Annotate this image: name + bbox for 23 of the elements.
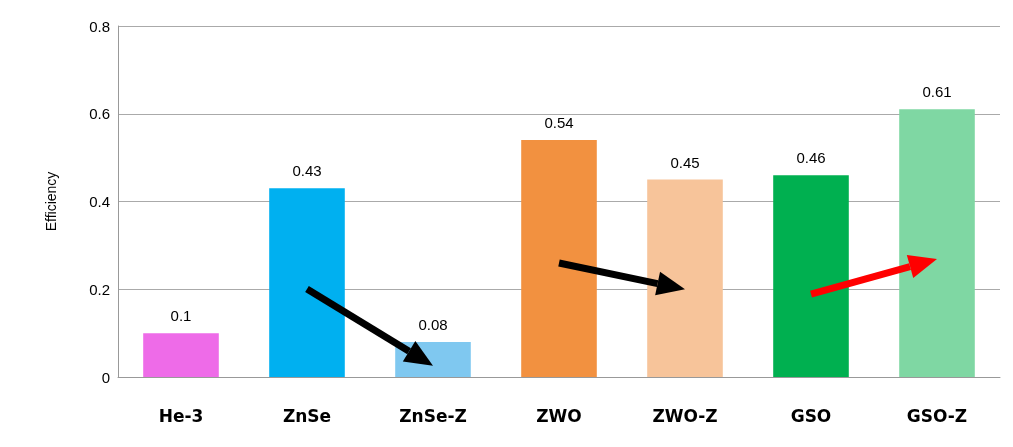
y-tick-label: 0 <box>101 368 110 386</box>
data-label: 0.54 <box>544 114 574 132</box>
data-label: 0.45 <box>670 153 700 171</box>
bar <box>647 179 723 377</box>
data-label: 0.43 <box>292 162 322 180</box>
x-tick-label: ZnSe-Z <box>399 405 467 426</box>
x-tick-label: ZWO-Z <box>652 405 718 426</box>
data-label: 0.46 <box>796 149 826 167</box>
y-tick-label: 0.2 <box>89 280 110 298</box>
x-tick-label: ZWO <box>536 405 582 426</box>
bar <box>143 333 219 377</box>
x-tick-label: GSO <box>790 405 832 426</box>
data-label: 0.08 <box>418 315 448 333</box>
data-label: 0.61 <box>922 83 952 101</box>
data-label: 0.1 <box>170 307 192 325</box>
x-tick-label: GSO-Z <box>906 405 968 426</box>
bar <box>899 109 975 377</box>
x-tick-label: He-3 <box>158 405 204 426</box>
y-axis-title: Efficiency <box>43 171 59 232</box>
y-tick-label: 0.8 <box>89 17 110 35</box>
y-tick-label: 0.6 <box>89 105 110 123</box>
x-tick-label: ZnSe <box>282 405 332 426</box>
y-tick-label: 0.4 <box>89 193 110 210</box>
